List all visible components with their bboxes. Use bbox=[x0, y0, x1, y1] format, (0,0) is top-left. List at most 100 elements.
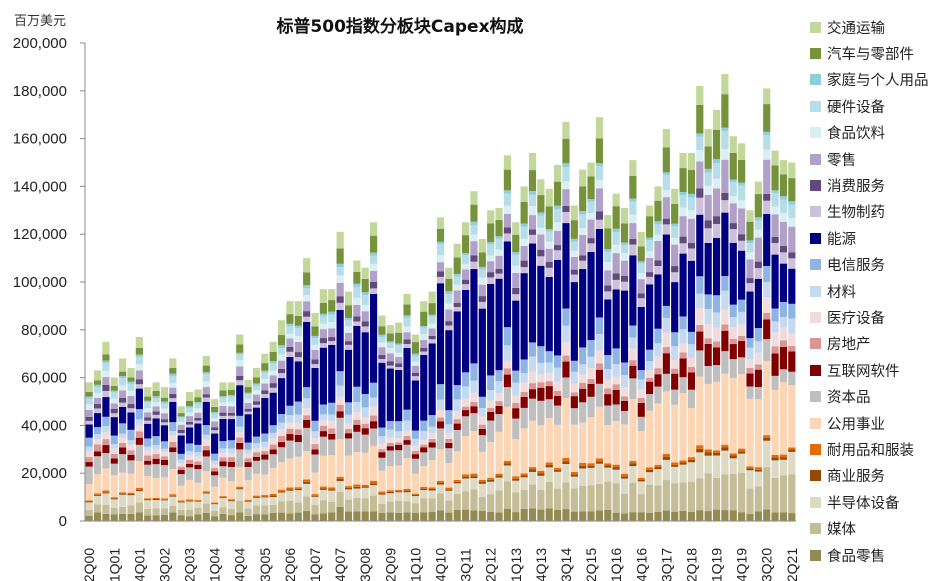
bar-segment-4Q09-4 bbox=[403, 488, 411, 491]
bar-segment-2Q15-6 bbox=[587, 396, 595, 418]
bar-segment-4Q08-19 bbox=[369, 235, 378, 253]
bar-segment-2Q11-18 bbox=[453, 273, 461, 277]
bar-segment-3Q13-9 bbox=[528, 371, 537, 384]
bar-segment-3Q12-8 bbox=[495, 401, 503, 406]
bar-segment-3Q16-8 bbox=[629, 360, 637, 366]
legend-swatch bbox=[810, 232, 821, 244]
bar-segment-1Q10-15 bbox=[411, 365, 419, 373]
bar-segment-1Q20-14 bbox=[746, 278, 754, 284]
bar-segment-2Q18-8 bbox=[687, 366, 696, 373]
bar-segment-1Q03-20 bbox=[177, 406, 185, 414]
bar-segment-1Q03-9 bbox=[177, 463, 185, 467]
x-tick-label: 2Q15 bbox=[583, 548, 599, 581]
bar-segment-3Q19-11 bbox=[729, 304, 737, 318]
bar-segment-3Q02-6 bbox=[160, 465, 169, 478]
bar-segment-3Q07-16 bbox=[328, 321, 336, 329]
bar-segment-2Q12-2 bbox=[487, 481, 495, 495]
bar-segment-2Q04-16 bbox=[219, 402, 227, 406]
bar-segment-2Q02-18 bbox=[152, 396, 160, 399]
bar-segment-3Q06-4 bbox=[294, 487, 302, 489]
bar-segment-2Q17-19 bbox=[654, 200, 662, 222]
bar-segment-4Q15-6 bbox=[604, 405, 612, 425]
bar-segment-2Q03-5 bbox=[185, 479, 194, 500]
bar-segment-4Q17-19 bbox=[671, 203, 679, 224]
bar-segment-4Q19-1 bbox=[738, 472, 746, 513]
bar-segment-3Q16-20 bbox=[629, 160, 637, 176]
bar-segment-3Q00-12 bbox=[93, 413, 102, 428]
bar-segment-1Q18-1 bbox=[679, 482, 687, 511]
legend-label: 零售 bbox=[827, 152, 856, 169]
bar-segment-1Q11-2 bbox=[445, 490, 453, 501]
bar-segment-2Q08-1 bbox=[353, 498, 361, 512]
bar-segment-2Q10-13 bbox=[420, 351, 428, 355]
bar-segment-3Q18-16 bbox=[696, 150, 704, 162]
bar-segment-3Q14-17 bbox=[562, 167, 570, 182]
bar-segment-2Q02-8 bbox=[152, 454, 160, 459]
bar-segment-4Q19-16 bbox=[738, 200, 746, 209]
bar-segment-4Q03-2 bbox=[202, 493, 210, 504]
bar-segment-2Q10-5 bbox=[420, 466, 428, 487]
bar-segment-4Q01-10 bbox=[135, 419, 143, 426]
bar-segment-2Q21-18 bbox=[788, 201, 796, 205]
bar-segment-1Q02-17 bbox=[144, 402, 152, 409]
bar-segment-2Q07-14 bbox=[319, 338, 327, 344]
bar-segment-2Q03-19 bbox=[185, 400, 194, 407]
bar-segment-2Q17-0 bbox=[654, 511, 662, 521]
bar-segment-3Q07-6 bbox=[328, 439, 336, 455]
bar-segment-4Q13-2 bbox=[537, 475, 545, 490]
bar-segment-3Q19-7 bbox=[729, 344, 737, 360]
bar-segment-2Q12-6 bbox=[487, 420, 495, 443]
bar-segment-3Q19-13 bbox=[729, 229, 737, 243]
bar-segment-1Q07-8 bbox=[311, 444, 319, 450]
bar-segment-4Q13-18 bbox=[537, 212, 545, 216]
bar-segment-1Q16-0 bbox=[612, 512, 620, 521]
legend-label: 交通运输 bbox=[827, 20, 885, 37]
bar-segment-4Q17-7 bbox=[671, 373, 679, 390]
bar-segment-2Q02-17 bbox=[152, 398, 160, 403]
bar-segment-2Q19-14 bbox=[721, 193, 729, 201]
bar-segment-3Q00-14 bbox=[93, 404, 102, 409]
bar-segment-2Q20-14 bbox=[754, 261, 762, 269]
bar-segment-4Q10-20 bbox=[436, 217, 445, 229]
bar-segment-1Q06-20 bbox=[277, 320, 286, 336]
bar-segment-2Q19-15 bbox=[721, 159, 729, 194]
bar-segment-2Q09-7 bbox=[386, 446, 394, 451]
bar-segment-1Q10-20 bbox=[411, 334, 419, 343]
bar-segment-3Q12-14 bbox=[495, 268, 503, 274]
bar-segment-1Q10-17 bbox=[411, 355, 419, 362]
bar-segment-4Q15-10 bbox=[604, 369, 612, 380]
bar-segment-3Q03-5 bbox=[194, 482, 202, 500]
bar-segment-2Q17-7 bbox=[654, 374, 662, 387]
legend-item: 硬件设备 bbox=[810, 93, 944, 119]
bar-segment-3Q18-1 bbox=[696, 478, 704, 511]
bar-segment-3Q14-10 bbox=[562, 325, 570, 343]
bar-segment-2Q00-0 bbox=[85, 515, 93, 521]
bar-segment-4Q04-1 bbox=[236, 501, 244, 513]
x-tick-label: 1Q07 bbox=[307, 548, 323, 581]
bar-segment-2Q21-15 bbox=[788, 226, 796, 253]
bar-segment-3Q04-2 bbox=[227, 501, 235, 509]
bar-segment-1Q15-9 bbox=[579, 374, 587, 383]
bar-segment-3Q00-2 bbox=[93, 495, 102, 505]
bar-segment-3Q14-9 bbox=[562, 342, 570, 356]
bar-segment-3Q16-6 bbox=[629, 378, 637, 399]
legend-label: 房地产 bbox=[827, 337, 871, 354]
bar-segment-1Q04-13 bbox=[211, 430, 219, 434]
bar-segment-1Q21-14 bbox=[779, 245, 788, 253]
bar-segment-3Q16-18 bbox=[629, 198, 637, 202]
bar-segment-4Q15-5 bbox=[604, 424, 612, 464]
bar-segment-4Q13-9 bbox=[537, 374, 545, 383]
legend-swatch bbox=[810, 206, 821, 218]
bar-segment-1Q13-5 bbox=[512, 439, 520, 477]
stacked-bar-chart: 020,00040,00060,00080,000100,000120,0001… bbox=[13, 35, 800, 581]
bar-segment-2Q17-12 bbox=[654, 274, 662, 329]
bar-segment-2Q07-13 bbox=[319, 343, 327, 348]
bar-segment-2Q09-15 bbox=[386, 353, 394, 362]
bar-segment-2Q00-7 bbox=[85, 462, 93, 467]
bar-segment-4Q02-8 bbox=[169, 441, 177, 448]
bar-segment-2Q15-1 bbox=[587, 485, 595, 512]
bar-segment-2Q14-0 bbox=[554, 509, 562, 521]
bar-segment-2Q09-0 bbox=[386, 512, 394, 521]
bar-segment-2Q14-14 bbox=[554, 245, 562, 251]
bar-segment-4Q12-4 bbox=[503, 460, 512, 464]
